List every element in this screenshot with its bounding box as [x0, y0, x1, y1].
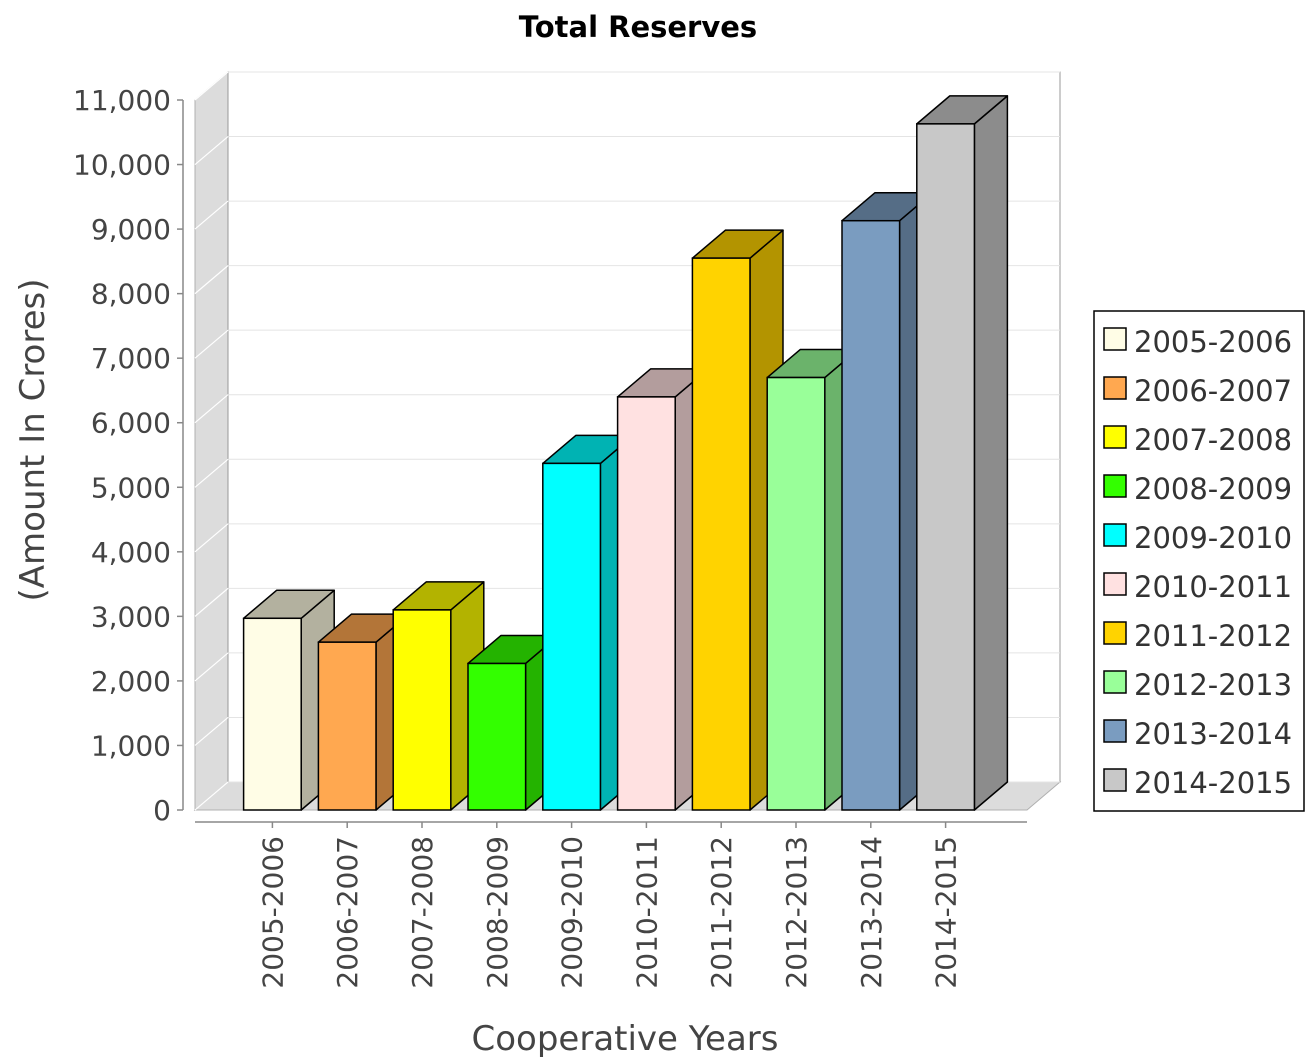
legend-swatch — [1103, 474, 1127, 498]
x-tick-label: 2008-2009 — [481, 836, 514, 989]
legend-swatch — [1103, 327, 1127, 351]
legend-swatch — [1103, 670, 1127, 694]
legend-swatch — [1103, 621, 1127, 645]
legend-label: 2010-2011 — [1134, 570, 1292, 604]
legend-label: 2006-2007 — [1134, 374, 1292, 408]
bar — [317, 641, 377, 811]
x-tick-label: 2006-2007 — [331, 836, 364, 989]
legend-label: 2012-2013 — [1134, 668, 1292, 702]
y-tick-label: 10,000 — [73, 149, 171, 182]
bar — [542, 462, 602, 811]
legend-label: 2008-2009 — [1134, 472, 1292, 506]
x-tick-label: 2005-2006 — [256, 836, 289, 989]
gridline-side — [194, 394, 229, 424]
y-tick-label: 2,000 — [91, 665, 171, 698]
side-wall — [194, 70, 229, 812]
gridline-side — [194, 458, 229, 488]
y-tick-label: 6,000 — [91, 407, 171, 440]
legend-swatch — [1103, 376, 1127, 400]
x-axis: 2005-2006 2006-2007 2007-2008 2008-2009 2009… — [195, 821, 1027, 989]
y-tick-label: 1,000 — [91, 729, 171, 762]
bar — [841, 219, 901, 811]
legend-swatch — [1103, 719, 1127, 743]
y-axis-label: (Amount In Crores) — [13, 279, 53, 602]
x-axis-label: Cooperative Years — [472, 1019, 779, 1059]
gridline-side — [194, 523, 229, 553]
legend-swatch — [1103, 523, 1127, 547]
y-tick-label: 5,000 — [91, 471, 171, 504]
y-tick-label: 11,000 — [73, 84, 171, 117]
x-tick-label: 2014-2015 — [930, 836, 963, 989]
chart-title: Total Reserves — [519, 10, 757, 44]
y-tick-label: 8,000 — [91, 278, 171, 311]
x-tick-label: 2007-2008 — [406, 836, 439, 989]
gridline-side — [194, 71, 229, 101]
gridline-side — [194, 652, 229, 682]
legend-label: 2005-2006 — [1134, 325, 1292, 359]
legend-label: 2014-2015 — [1134, 766, 1292, 800]
bar-side — [973, 95, 1009, 811]
bar — [766, 376, 826, 811]
legend-label: 2007-2008 — [1134, 423, 1292, 457]
bars — [242, 95, 1009, 811]
bar — [467, 662, 527, 811]
bar — [242, 617, 302, 811]
legend-box — [1093, 310, 1305, 812]
bar-group — [916, 95, 1009, 811]
y-tick-label: 7,000 — [91, 342, 171, 375]
legend: 2005-2006 2006-2007 2007-2008 2008-2009 2009… — [1093, 310, 1305, 812]
x-tick-label: 2011-2012 — [705, 836, 738, 989]
bar — [691, 257, 751, 811]
bar — [392, 609, 452, 811]
y-tick-label: 0 — [153, 794, 171, 827]
gridline-side — [194, 716, 229, 746]
bar — [616, 396, 676, 811]
y-axis: 0 1,000 2,000 3,000 4,000 5,000 6,000 7,000 8,00… — [73, 84, 184, 827]
x-tick-label: 2010-2011 — [630, 836, 663, 989]
legend-label: 2009-2010 — [1134, 521, 1292, 555]
legend-label: 2013-2014 — [1134, 717, 1292, 751]
bar — [916, 123, 976, 811]
legend-swatch — [1103, 572, 1127, 596]
y-tick-label: 9,000 — [91, 213, 171, 246]
y-tick-label: 4,000 — [91, 536, 171, 569]
gridline-side — [194, 136, 229, 166]
gridline-side — [194, 200, 229, 230]
x-tick-label: 2013-2014 — [855, 836, 888, 989]
legend-label: 2011-2012 — [1134, 619, 1292, 653]
gridline-side — [194, 781, 229, 811]
legend-swatch — [1103, 425, 1127, 449]
x-tick-label: 2009-2010 — [556, 836, 589, 989]
y-tick-label: 3,000 — [91, 600, 171, 633]
gridline-side — [194, 265, 229, 295]
gridline-side — [194, 587, 229, 617]
legend-swatch — [1103, 768, 1127, 792]
x-tick-label: 2012-2013 — [780, 836, 813, 989]
gridline-side — [194, 329, 229, 359]
